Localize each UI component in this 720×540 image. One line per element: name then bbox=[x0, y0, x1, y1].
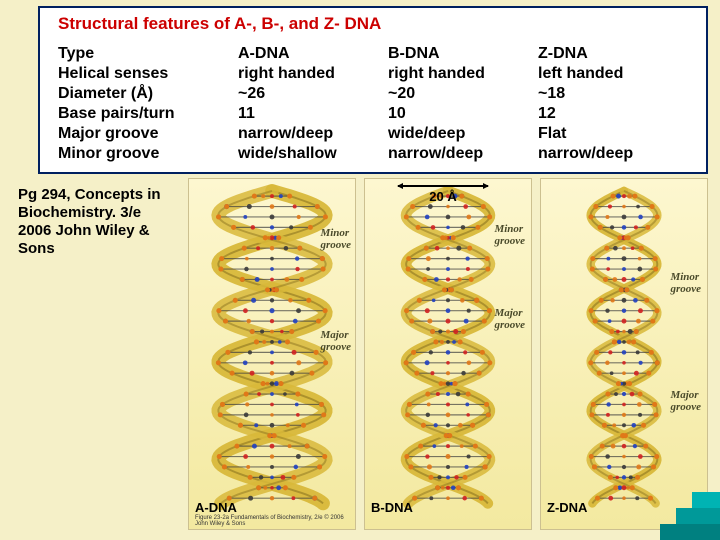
row-header: Helical senses bbox=[58, 64, 238, 84]
scale-bar: 20 Å bbox=[398, 185, 488, 204]
cell: ~20 bbox=[388, 84, 538, 104]
form-label: Z-DNA bbox=[547, 500, 587, 515]
data-grid: Type A-DNA B-DNA Z-DNA Helical senses ri… bbox=[58, 44, 688, 164]
scale-text: 20 Å bbox=[398, 189, 488, 204]
cell: narrow/deep bbox=[388, 144, 538, 164]
cell: Flat bbox=[538, 124, 688, 144]
major-groove-label: Majorgroove bbox=[670, 389, 701, 413]
cell: right handed bbox=[238, 64, 388, 84]
row-header: Type bbox=[58, 44, 238, 64]
cell: 12 bbox=[538, 104, 688, 124]
major-groove-label: Majorgroove bbox=[320, 329, 351, 353]
helix-figure: Minorgroove Majorgroove A-DNA Figure 23-… bbox=[188, 178, 708, 530]
cell: ~26 bbox=[238, 84, 388, 104]
helix-a-dna: Minorgroove Majorgroove A-DNA Figure 23-… bbox=[188, 178, 356, 530]
minor-groove-label: Minorgroove bbox=[320, 227, 351, 251]
helix-z-svg bbox=[541, 179, 707, 529]
row-header: Major groove bbox=[58, 124, 238, 144]
row-header: Base pairs/turn bbox=[58, 104, 238, 124]
minor-groove-label: Minorgroove bbox=[494, 223, 525, 247]
cell: B-DNA bbox=[388, 44, 538, 64]
cell: 11 bbox=[238, 104, 388, 124]
cell: wide/deep bbox=[388, 124, 538, 144]
slide-corner-accent bbox=[660, 480, 720, 540]
row-header: Diameter (Å) bbox=[58, 84, 238, 104]
cell: wide/shallow bbox=[238, 144, 388, 164]
cell: Z-DNA bbox=[538, 44, 688, 64]
minor-groove-label: Minorgroove bbox=[670, 271, 701, 295]
cell: right handed bbox=[388, 64, 538, 84]
helix-z-dna: Minorgroove Majorgroove Z-DNA bbox=[540, 178, 708, 530]
cell: 10 bbox=[388, 104, 538, 124]
major-groove-label: Majorgroove bbox=[494, 307, 525, 331]
cell: A-DNA bbox=[238, 44, 388, 64]
helix-b-dna: Minorgroove Majorgroove B-DNA bbox=[364, 178, 532, 530]
scale-line bbox=[398, 185, 488, 187]
box-title: Structural features of A-, B-, and Z- DN… bbox=[58, 14, 688, 34]
form-label: B-DNA bbox=[371, 500, 413, 515]
cell: narrow/deep bbox=[538, 144, 688, 164]
cell: narrow/deep bbox=[238, 124, 388, 144]
form-label: A-DNA bbox=[195, 500, 237, 515]
citation-text: Pg 294, Concepts in Biochemistry. 3/e 20… bbox=[18, 186, 178, 258]
cell: ~18 bbox=[538, 84, 688, 104]
row-header: Minor groove bbox=[58, 144, 238, 164]
figure-caption: Figure 23-2a Fundamentals of Biochemistr… bbox=[195, 515, 355, 527]
cell: left handed bbox=[538, 64, 688, 84]
data-table-box: Structural features of A-, B-, and Z- DN… bbox=[38, 6, 708, 174]
